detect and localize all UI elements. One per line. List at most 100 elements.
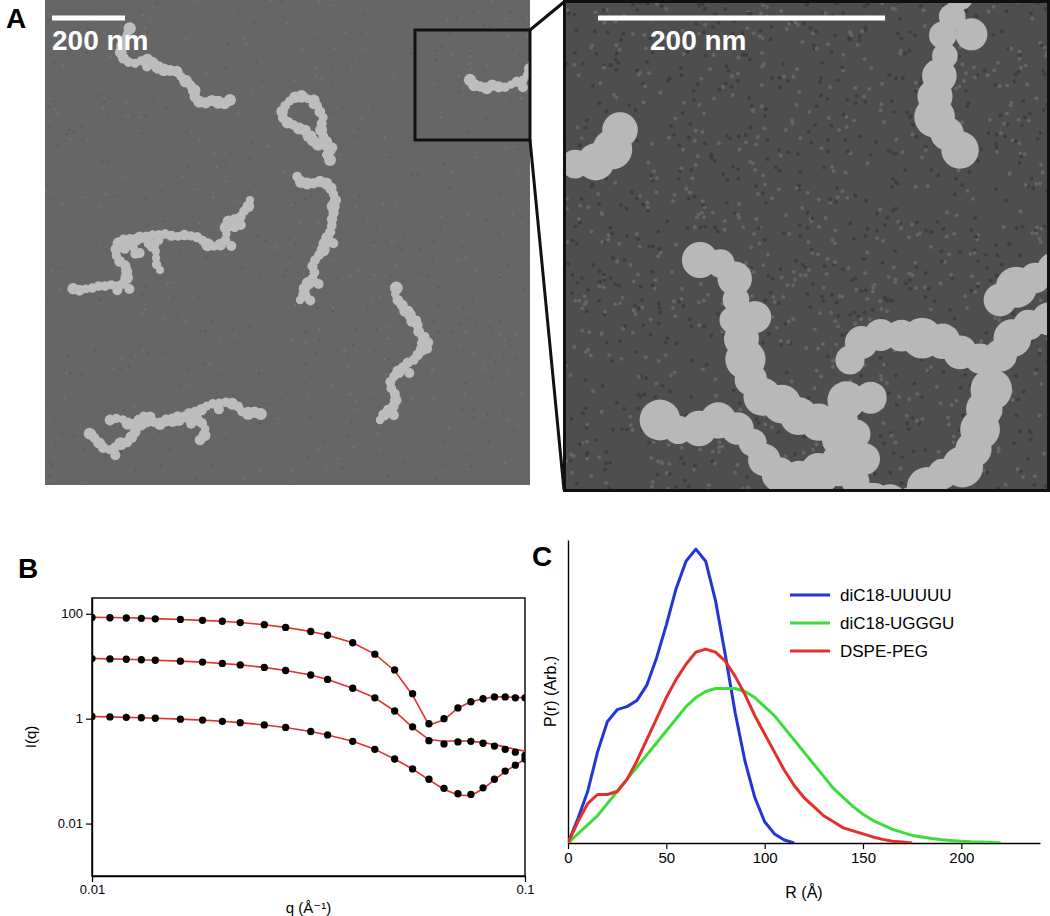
grain bbox=[64, 397, 66, 399]
grain bbox=[571, 239, 575, 243]
grain bbox=[831, 365, 835, 369]
grain bbox=[284, 171, 286, 173]
grain bbox=[396, 246, 398, 248]
grain bbox=[284, 274, 286, 276]
grain bbox=[418, 248, 420, 250]
zoom-background bbox=[563, 0, 1050, 492]
grain bbox=[777, 187, 781, 191]
grain bbox=[846, 149, 850, 153]
grain bbox=[521, 392, 523, 394]
grain bbox=[887, 149, 891, 153]
grain bbox=[948, 308, 952, 312]
grain bbox=[83, 448, 85, 450]
grain bbox=[953, 192, 957, 196]
grain bbox=[635, 232, 639, 236]
grain bbox=[936, 220, 940, 224]
grain bbox=[1026, 457, 1030, 461]
grain bbox=[708, 67, 712, 71]
grain bbox=[505, 18, 507, 20]
grain bbox=[841, 267, 845, 271]
grain bbox=[1039, 382, 1043, 386]
grain bbox=[726, 178, 730, 182]
grain bbox=[570, 417, 574, 421]
grain bbox=[879, 102, 883, 106]
grain bbox=[1042, 73, 1046, 77]
grain bbox=[1000, 29, 1004, 33]
grain bbox=[69, 129, 71, 131]
grain bbox=[81, 126, 83, 128]
grain bbox=[765, 5, 769, 9]
grain bbox=[953, 316, 957, 320]
grain bbox=[840, 189, 844, 193]
grain bbox=[893, 440, 897, 444]
grain bbox=[585, 453, 589, 457]
grain bbox=[1033, 474, 1037, 478]
grain bbox=[390, 240, 392, 242]
grain bbox=[244, 37, 246, 39]
grain bbox=[880, 378, 884, 382]
grain bbox=[669, 124, 673, 128]
grain bbox=[642, 33, 646, 37]
grain bbox=[72, 131, 74, 133]
grain bbox=[952, 440, 956, 444]
grain bbox=[600, 332, 604, 336]
grain bbox=[657, 302, 661, 306]
grain bbox=[793, 452, 797, 456]
grain bbox=[1030, 231, 1034, 235]
grain bbox=[387, 337, 389, 339]
grain bbox=[972, 65, 976, 69]
grain bbox=[608, 63, 612, 67]
grain bbox=[635, 8, 639, 12]
grain bbox=[624, 207, 628, 211]
grain bbox=[999, 131, 1003, 135]
grain bbox=[869, 153, 873, 157]
grain bbox=[1017, 118, 1021, 122]
grain bbox=[54, 108, 56, 110]
grain bbox=[213, 152, 215, 154]
grain bbox=[241, 266, 243, 268]
grain bbox=[144, 308, 146, 310]
grain bbox=[752, 232, 756, 236]
grain bbox=[815, 369, 819, 373]
grain bbox=[804, 273, 808, 277]
grain bbox=[598, 81, 602, 85]
grain bbox=[779, 154, 783, 158]
grain bbox=[933, 299, 937, 303]
grain bbox=[366, 220, 368, 222]
grain bbox=[1015, 226, 1019, 230]
grain bbox=[387, 358, 389, 360]
grain bbox=[509, 11, 511, 13]
grain bbox=[341, 108, 343, 110]
grain bbox=[254, 190, 256, 192]
grain bbox=[725, 134, 729, 138]
grain bbox=[923, 24, 927, 28]
grain bbox=[778, 267, 782, 271]
grain bbox=[674, 242, 678, 246]
grain bbox=[620, 427, 624, 431]
grain bbox=[878, 299, 882, 303]
grain bbox=[1030, 16, 1034, 20]
grain bbox=[451, 170, 453, 172]
grain bbox=[1014, 374, 1018, 378]
grain bbox=[816, 252, 820, 256]
grain bbox=[716, 312, 720, 316]
grain bbox=[903, 51, 907, 55]
grain bbox=[570, 273, 574, 277]
grain bbox=[1021, 99, 1025, 103]
grain bbox=[1005, 198, 1009, 202]
grain bbox=[366, 306, 368, 308]
grain bbox=[673, 193, 677, 197]
grain bbox=[792, 270, 796, 274]
grain bbox=[833, 260, 837, 264]
grain bbox=[710, 155, 714, 159]
grain bbox=[585, 118, 589, 122]
grain bbox=[631, 32, 635, 36]
grain bbox=[396, 312, 398, 314]
grain bbox=[891, 177, 895, 181]
grain bbox=[99, 242, 101, 244]
grain bbox=[631, 428, 635, 432]
grain bbox=[631, 3, 635, 7]
particle bbox=[84, 428, 96, 440]
grain bbox=[717, 440, 721, 444]
grain bbox=[393, 74, 395, 76]
